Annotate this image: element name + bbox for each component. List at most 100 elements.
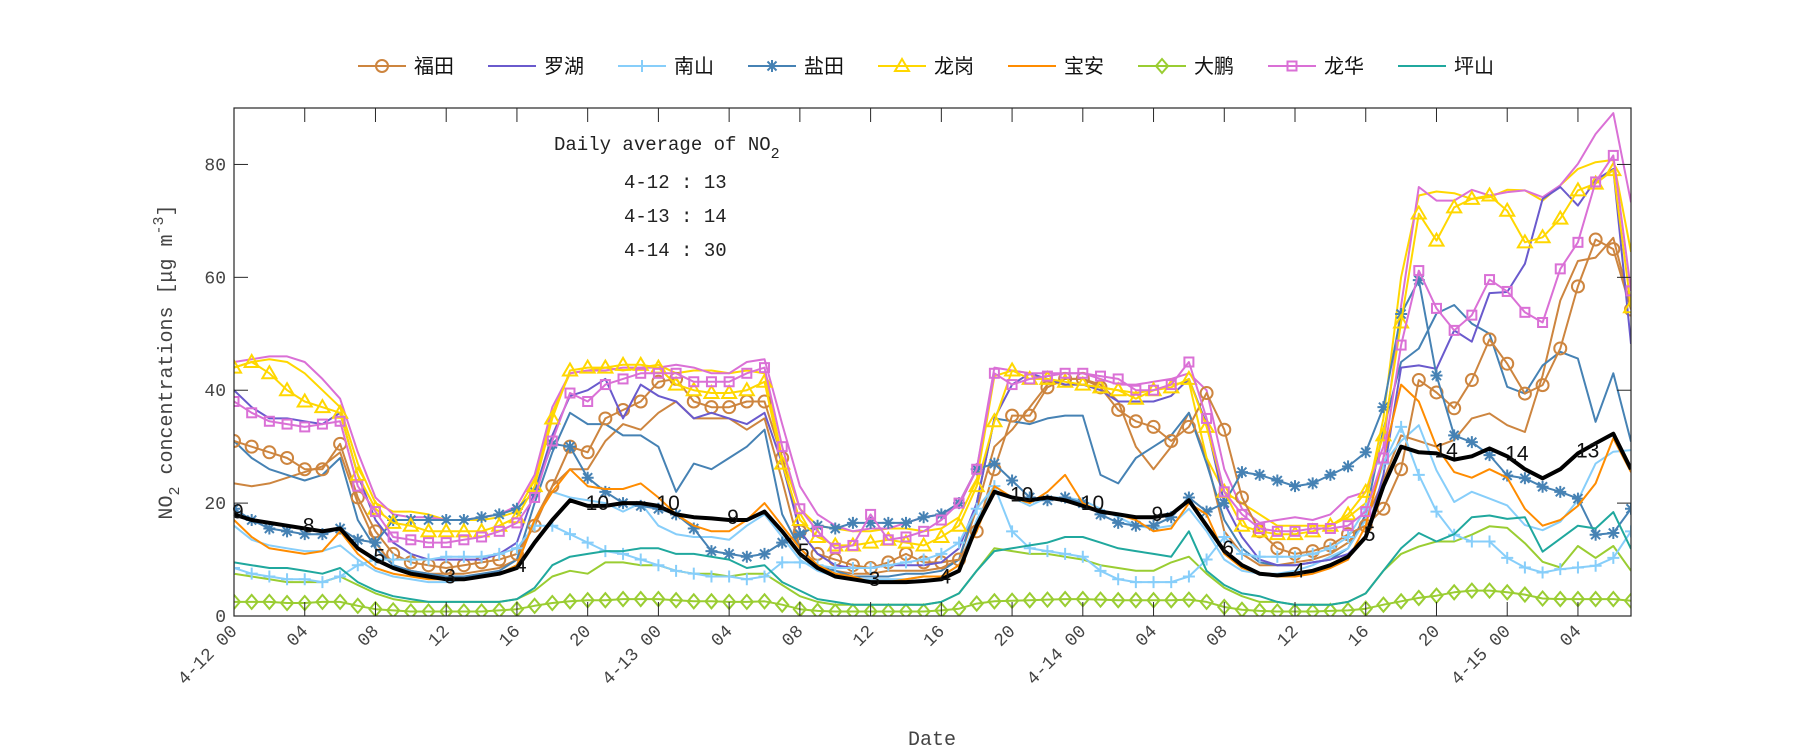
- data-point-square: [1501, 285, 1513, 297]
- data-point-triangle: [1357, 482, 1375, 498]
- series-坪山: [234, 511, 1631, 606]
- data-point-square: [564, 387, 576, 399]
- data-point-plus: [670, 564, 683, 577]
- data-point-square: [546, 435, 558, 447]
- data-point-diamond: [1393, 592, 1409, 610]
- data-point-circle: [1588, 232, 1603, 247]
- data-point-triangle: [1480, 186, 1499, 202]
- mean-annotation: 8: [303, 515, 315, 538]
- data-point-diamond: [456, 602, 472, 616]
- data-point-triangle: [1533, 228, 1552, 244]
- data-point-asterisk: [758, 547, 771, 560]
- data-point-circle: [1234, 490, 1249, 505]
- data-point-plus: [882, 559, 895, 572]
- data-point-diamond: [1517, 586, 1533, 604]
- data-point-plus: [1395, 420, 1408, 433]
- data-point-circle: [1164, 434, 1179, 449]
- mean-annotation: 9: [1152, 503, 1164, 526]
- legend-label: 南山: [674, 54, 714, 78]
- data-point-plus: [387, 553, 400, 566]
- data-point-triangle: [667, 375, 685, 391]
- series-line: [234, 589, 1631, 613]
- data-point-diamond: [1535, 589, 1550, 608]
- data-point-triangle: [614, 355, 632, 371]
- data-point-triangle: [331, 403, 349, 419]
- data-point-asterisk: [988, 457, 1001, 470]
- data-point-diamond: [1154, 57, 1170, 75]
- data-point-circle: [1217, 422, 1232, 437]
- data-point-diamond: [1623, 592, 1631, 610]
- data-point-square: [1590, 176, 1602, 188]
- data-point-circle: [297, 462, 312, 477]
- series-龙华: [234, 149, 1631, 554]
- data-point-circle: [1005, 408, 1020, 423]
- data-point-asterisk: [1112, 516, 1125, 529]
- data-point-square: [1236, 508, 1248, 520]
- data-point-square: [1059, 367, 1071, 379]
- legend-item-龙岗: 龙岗: [878, 54, 974, 78]
- data-point-triangle: [1392, 313, 1410, 329]
- legend-item-坪山: 坪山: [1398, 54, 1494, 78]
- data-point-plus: [1041, 545, 1054, 558]
- data-point-asterisk: [864, 516, 877, 529]
- data-point-asterisk: [1271, 474, 1284, 487]
- data-point-square: [316, 418, 328, 430]
- data-point-square: [865, 508, 877, 520]
- data-point-diamond: [757, 592, 772, 610]
- data-point-asterisk: [1059, 491, 1072, 504]
- data-point-circle: [1181, 419, 1196, 434]
- y-tick-label: 20: [204, 495, 226, 515]
- data-point-asterisk: [1218, 497, 1231, 510]
- data-point-square: [1307, 523, 1319, 535]
- data-point-square: [1130, 384, 1142, 396]
- data-point-plus: [1271, 550, 1284, 563]
- data-point-square: [369, 506, 381, 518]
- data-point-diamond: [509, 600, 525, 616]
- data-point-diamond: [1323, 602, 1338, 616]
- data-point-square: [1413, 265, 1425, 277]
- data-point-plus: [1625, 525, 1631, 538]
- data-point-triangle: [1604, 161, 1623, 177]
- data-point-circle: [598, 411, 613, 426]
- data-point-square: [1218, 486, 1230, 498]
- data-point-square: [1271, 525, 1283, 537]
- data-point-asterisk: [599, 485, 612, 498]
- legend-label: 盐田: [804, 54, 844, 78]
- data-point-plus: [422, 553, 435, 566]
- data-point-diamond: [350, 597, 366, 615]
- data-point-asterisk: [1571, 492, 1584, 505]
- data-point-circle: [1447, 401, 1462, 416]
- data-point-plus: [740, 573, 753, 586]
- mean-annotation: 13: [1576, 439, 1599, 462]
- mean-annotation: 5: [798, 540, 810, 563]
- data-point-circle: [1500, 356, 1515, 371]
- data-point-asterisk: [1006, 474, 1019, 487]
- data-point-plus: [281, 573, 294, 586]
- data-point-plus: [1112, 573, 1125, 586]
- data-point-square: [511, 517, 523, 529]
- data-point-square: [617, 373, 629, 385]
- data-point-square: [1148, 384, 1160, 396]
- data-point-plus: [899, 556, 912, 569]
- data-point-diamond: [598, 591, 613, 609]
- data-point-triangle: [384, 513, 402, 529]
- data-point-diamond: [880, 602, 896, 616]
- series-罗湖: [234, 168, 1631, 569]
- data-point-diamond: [792, 600, 808, 616]
- textbox-line: 4-13 : 14: [624, 206, 727, 228]
- data-point-asterisk: [1359, 446, 1372, 459]
- data-point-triangle: [234, 358, 243, 374]
- data-point-triangle: [543, 409, 562, 425]
- data-point-plus: [636, 60, 648, 72]
- data-point-square: [759, 362, 771, 374]
- data-point-diamond: [1252, 602, 1267, 616]
- data-point-asterisk: [846, 516, 859, 529]
- data-point-asterisk: [1165, 511, 1178, 524]
- mean-annotation: 10: [1081, 492, 1104, 515]
- x-axis-label: Date: [908, 729, 956, 750]
- y-tick-label: 60: [204, 269, 226, 289]
- mean-annotation: 4: [1293, 560, 1305, 583]
- data-point-plus: [829, 562, 842, 575]
- mean-annotation: 9: [232, 500, 244, 523]
- data-point-asterisk: [1448, 429, 1461, 442]
